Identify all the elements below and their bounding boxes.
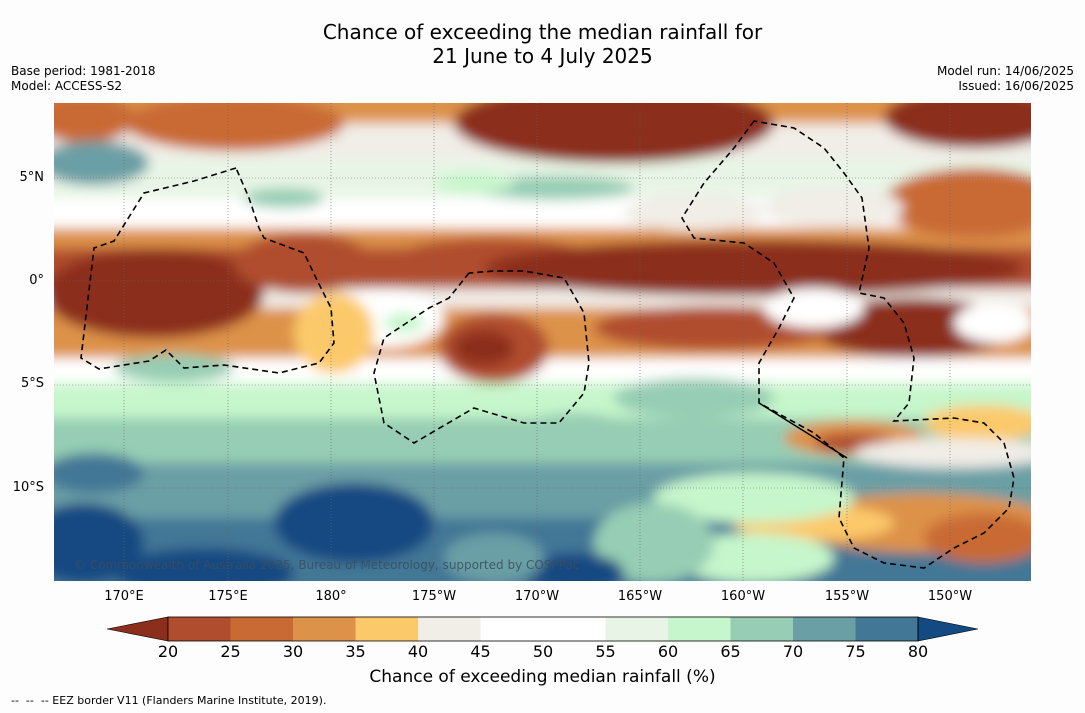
map-svg bbox=[54, 103, 1031, 581]
issued-date: Issued: 16/06/2025 bbox=[958, 79, 1074, 93]
colorbar-swatch-10 bbox=[730, 617, 793, 641]
cb-tick-25: 25 bbox=[220, 642, 241, 661]
colorbar-swatch-3 bbox=[293, 617, 356, 641]
cb-tick-30: 30 bbox=[282, 642, 304, 661]
colorbar-swatch-4 bbox=[355, 617, 418, 641]
colorbar-swatch-2 bbox=[230, 617, 293, 641]
colorbar-high-arrow bbox=[917, 616, 978, 642]
colorbar-label: Chance of exceeding median rainfall (%) bbox=[369, 667, 716, 687]
base-period: Base period: 1981-2018 bbox=[11, 64, 156, 78]
rainfall-map bbox=[54, 103, 1031, 581]
lon-label-160w: 160°W bbox=[720, 589, 766, 604]
graticule bbox=[54, 103, 1031, 581]
lon-label-170w: 170°W bbox=[514, 589, 560, 604]
lat-label-10s: 10°S bbox=[12, 480, 44, 495]
model-name: Model: ACCESS-S2 bbox=[11, 79, 123, 93]
title-line-2: 21 June to 4 July 2025 bbox=[432, 44, 653, 68]
lon-label-180: 180° bbox=[315, 589, 347, 604]
copyright-notice: © Commonwealth of Australia 2025, Bureau… bbox=[74, 558, 580, 572]
colorbar bbox=[107, 616, 978, 642]
cb-tick-45: 45 bbox=[470, 642, 491, 661]
lon-label-165w: 165°W bbox=[617, 589, 663, 604]
rainfall-field bbox=[54, 103, 1031, 581]
lat-label-5n: 5°N bbox=[19, 170, 45, 185]
cb-tick-65: 65 bbox=[720, 642, 741, 661]
lon-label-155w: 155°W bbox=[824, 589, 870, 604]
meta-right: Model run: 14/06/2025 Issued: 16/06/2025 bbox=[937, 64, 1074, 94]
title-line-1: Chance of exceeding the median rainfall … bbox=[322, 20, 763, 44]
lon-label-175e: 175°E bbox=[208, 589, 248, 604]
cb-tick-50: 50 bbox=[532, 642, 554, 661]
colorbar-swatch-12 bbox=[855, 617, 918, 641]
colorbar-swatch-8 bbox=[605, 617, 668, 641]
cb-tick-20: 20 bbox=[157, 642, 179, 661]
cb-tick-70: 70 bbox=[782, 642, 804, 661]
colorbar-swatch-1 bbox=[168, 617, 231, 641]
lon-label-150w: 150°W bbox=[927, 589, 973, 604]
lon-label-175w: 175°W bbox=[411, 589, 457, 604]
cb-tick-80: 80 bbox=[907, 642, 929, 661]
meta-left: Base period: 1981-2018 Model: ACCESS-S2 bbox=[11, 64, 156, 94]
lat-label-5s: 5°S bbox=[20, 376, 44, 391]
eez-footnote: -- -- -- EEZ border V11 (Flanders Marine… bbox=[11, 694, 327, 707]
cb-tick-60: 60 bbox=[657, 642, 679, 661]
colorbar-low-arrow bbox=[107, 616, 169, 642]
model-run: Model run: 14/06/2025 bbox=[936, 64, 1074, 78]
lon-label-170e: 170°E bbox=[104, 589, 144, 604]
colorbar-swatch-11 bbox=[793, 617, 856, 641]
eez-borders bbox=[80, 120, 1015, 569]
colorbar-swatch-9 bbox=[668, 617, 731, 641]
colorbar-swatch-6 bbox=[480, 617, 543, 641]
colorbar-swatch-7 bbox=[543, 617, 606, 641]
cb-tick-55: 55 bbox=[595, 642, 616, 661]
map-title: Chance of exceeding the median rainfall … bbox=[0, 20, 1085, 68]
cb-tick-75: 75 bbox=[845, 642, 866, 661]
cb-tick-40: 40 bbox=[407, 642, 429, 661]
cb-tick-35: 35 bbox=[345, 642, 366, 661]
colorbar-swatch-5 bbox=[418, 617, 481, 641]
lat-label-0: 0° bbox=[29, 273, 44, 288]
